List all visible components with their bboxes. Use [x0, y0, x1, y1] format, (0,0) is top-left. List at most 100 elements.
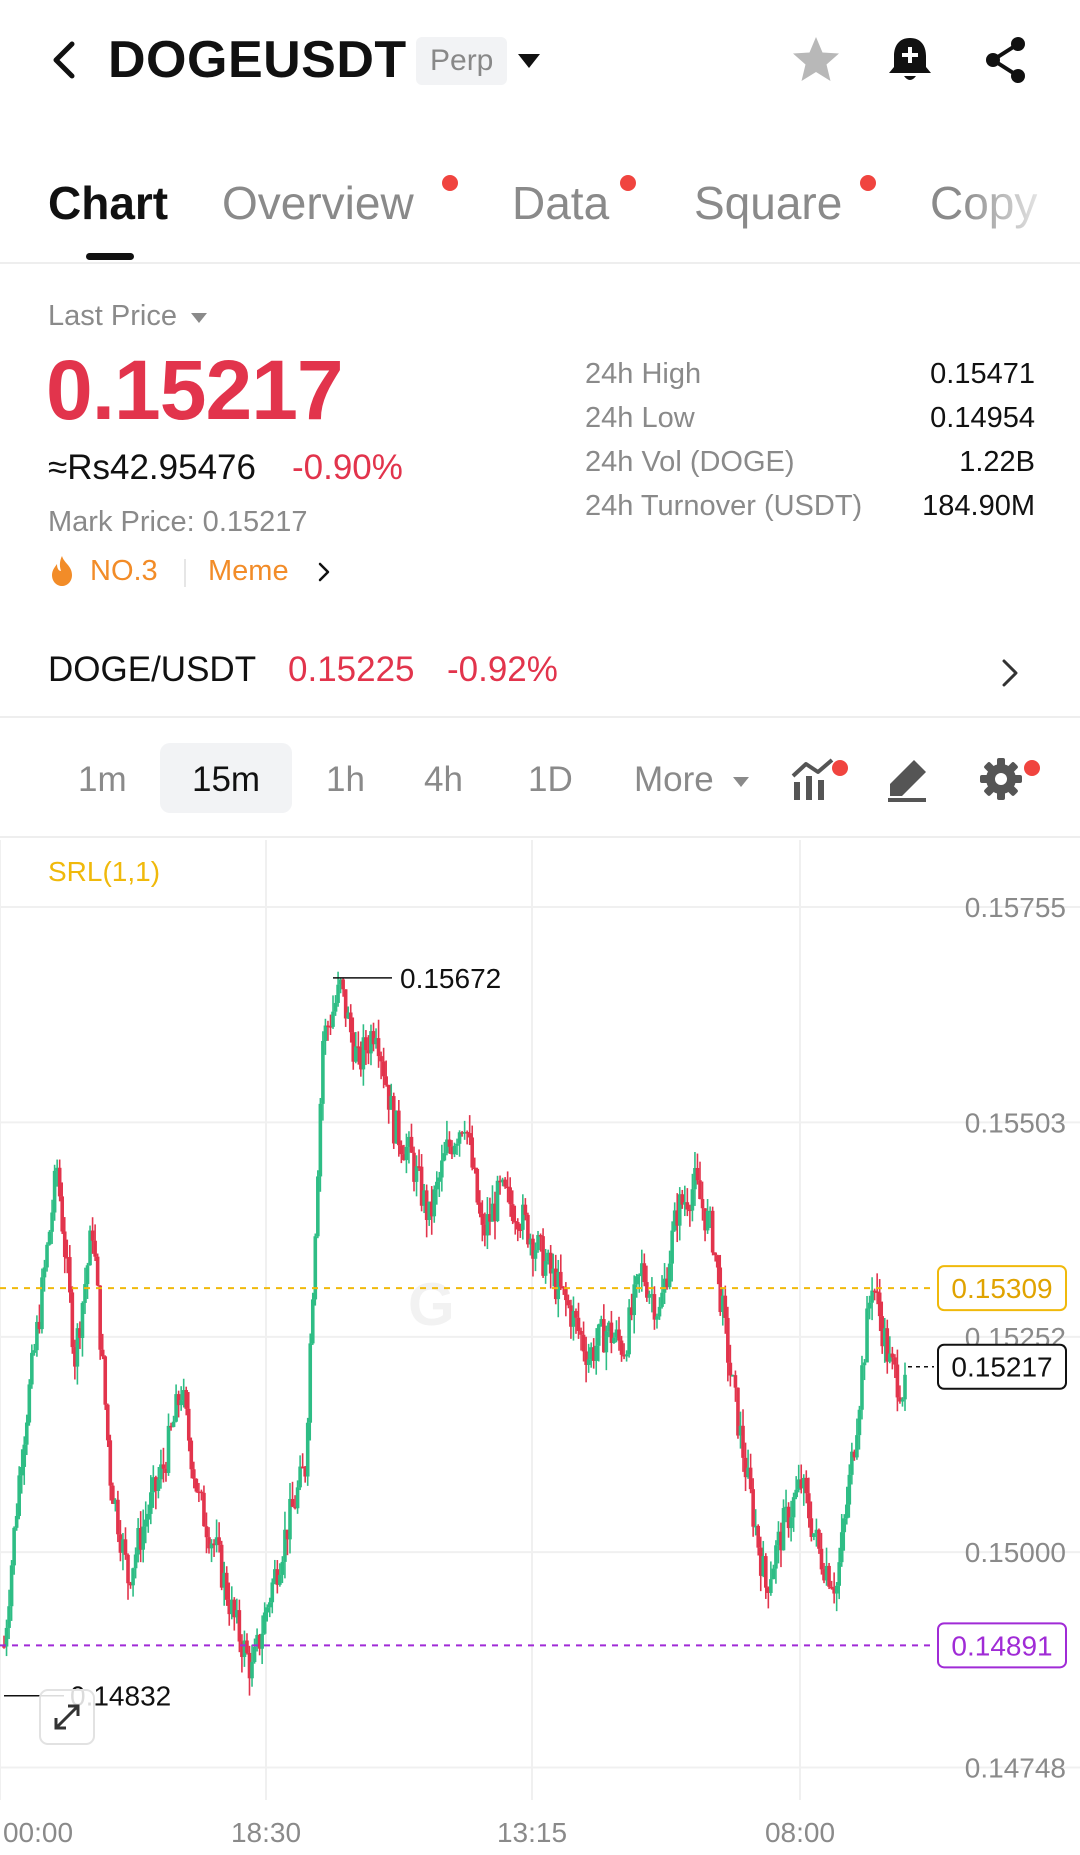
candle-body: [105, 1404, 110, 1441]
stat-value: 1.22B: [959, 446, 1035, 478]
candle-body: [675, 1210, 680, 1226]
indicator-label[interactable]: SRL(1,1): [48, 856, 161, 887]
candle-body: [343, 989, 348, 1019]
candle-body: [298, 1466, 302, 1488]
stat-value: 0.15471: [930, 358, 1035, 390]
category-tag[interactable]: Meme: [208, 555, 289, 587]
candle-body: [42, 1267, 47, 1278]
candle-body: [655, 1316, 659, 1320]
candle-body: [422, 1190, 426, 1206]
candle-body: [12, 1527, 16, 1566]
candle-body: [278, 1574, 282, 1585]
candle-body: [217, 1537, 221, 1545]
tab-overview[interactable]: Overview: [222, 177, 414, 229]
candle-body: [632, 1284, 636, 1316]
candle-body: [513, 1221, 518, 1223]
chevron-right-icon[interactable]: [316, 561, 332, 583]
interval-4h[interactable]: 4h: [424, 760, 463, 799]
candle-body: [867, 1302, 872, 1309]
candle-body: [323, 1025, 328, 1041]
candle-body: [386, 1084, 391, 1110]
caret-down-icon[interactable]: [732, 776, 750, 788]
candle-body: [862, 1362, 867, 1366]
candle-body: [799, 1479, 804, 1489]
candle-body: [903, 1374, 907, 1400]
candle-body: [148, 1492, 153, 1514]
candle-body: [305, 1422, 310, 1477]
candle-body: [417, 1166, 421, 1168]
candle-body: [784, 1506, 788, 1509]
indicators-icon[interactable]: [790, 756, 836, 802]
candle-body: [556, 1271, 561, 1300]
candle-body: [374, 1038, 378, 1045]
candle-body: [574, 1310, 578, 1318]
yellow-line-tag-box: [937, 1265, 1067, 1312]
draw-pencil-icon[interactable]: [884, 756, 930, 802]
tab-chart[interactable]: Chart: [48, 177, 169, 229]
candle-body: [399, 1145, 404, 1155]
tab-square[interactable]: Square: [694, 177, 843, 229]
candle-body: [599, 1319, 604, 1325]
candle-body: [710, 1210, 715, 1253]
interval-1m[interactable]: 1m: [78, 760, 127, 799]
candle-body: [837, 1562, 841, 1586]
candle-body: [194, 1478, 199, 1492]
candle-body: [252, 1646, 257, 1663]
candle-body: [333, 1002, 338, 1012]
candle-body: [214, 1537, 219, 1546]
candle-body: [718, 1267, 723, 1313]
interval-1d[interactable]: 1D: [528, 760, 573, 799]
candle-body: [262, 1612, 267, 1634]
candle-body: [83, 1284, 87, 1303]
candle-body: [457, 1132, 462, 1144]
candle-body: [829, 1586, 834, 1589]
candle-body: [627, 1307, 631, 1355]
candle-body: [693, 1167, 697, 1190]
candle-body: [14, 1515, 19, 1528]
candle-body: [726, 1317, 730, 1363]
candle-body: [756, 1525, 761, 1548]
caret-down-icon[interactable]: [190, 312, 208, 324]
candle-body: [57, 1167, 62, 1197]
spot-pair-row[interactable]: DOGE/USDT 0.15225 -0.92%: [0, 620, 1080, 718]
candle-body: [50, 1212, 54, 1232]
last-price-label[interactable]: Last Price: [48, 300, 177, 332]
candle-body: [490, 1203, 495, 1222]
purple-line-tag: 0.14891: [951, 1630, 1052, 1661]
candle-body: [807, 1493, 811, 1519]
candle-body: [176, 1394, 181, 1406]
interval-15m[interactable]: 15m: [192, 760, 261, 799]
settings-gear-icon[interactable]: [978, 756, 1024, 802]
interval-more[interactable]: More: [634, 760, 714, 799]
candle-body: [804, 1477, 809, 1494]
candle-body: [895, 1364, 900, 1398]
share-icon[interactable]: [980, 34, 1032, 86]
candle-body: [796, 1479, 801, 1490]
candle-body: [852, 1451, 857, 1458]
candle-body: [850, 1451, 854, 1475]
interval-1h[interactable]: 1h: [326, 760, 365, 799]
bell-plus-icon[interactable]: [884, 34, 936, 86]
candle-body: [546, 1252, 550, 1262]
caret-down-icon[interactable]: [516, 52, 542, 70]
candle-body: [533, 1250, 538, 1259]
symbol-title[interactable]: DOGEUSDT: [108, 31, 407, 89]
candle-body: [267, 1602, 272, 1608]
price-chart[interactable]: G 00:00 18:30 13:15 08:00 0.15755 0.15503 0.15…: [0, 840, 1080, 1855]
candle-body: [154, 1477, 158, 1491]
candle-body: [118, 1534, 123, 1553]
star-icon[interactable]: [790, 34, 842, 86]
candlestick-chart-svg[interactable]: 00:00 18:30 13:15 08:000.157550.155030.1525…: [0, 840, 1080, 1855]
candle-body: [660, 1292, 664, 1307]
candle-body: [45, 1244, 49, 1268]
candle-body: [581, 1334, 586, 1352]
expand-arrow-tail: [54, 1718, 66, 1730]
candle-body: [123, 1539, 128, 1555]
candle-body: [518, 1229, 523, 1231]
chevron-right-icon[interactable]: [1000, 658, 1020, 688]
back-arrow-icon[interactable]: [44, 38, 88, 82]
candle-body: [328, 1026, 333, 1028]
tab-data[interactable]: Data: [512, 177, 610, 229]
candle-body: [318, 1103, 323, 1177]
candle-body: [832, 1588, 836, 1594]
